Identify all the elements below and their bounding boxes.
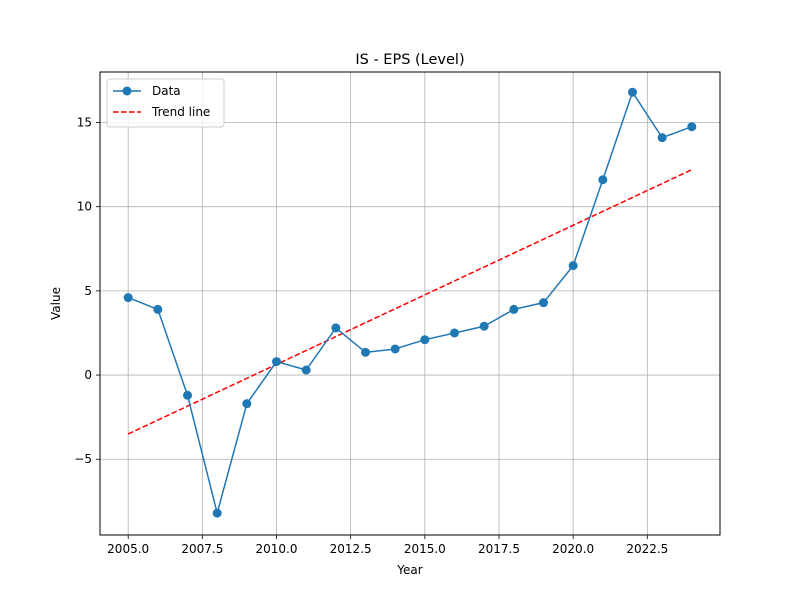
data-point [538,298,548,308]
y-tick-label: 15 [77,116,92,130]
data-point [450,328,459,338]
data-point [390,344,400,354]
data-point [272,357,282,367]
y-tick-label: 10 [77,200,92,214]
x-axis-label: Year [396,563,422,577]
x-tick-label: 2017.5 [478,542,520,556]
data-point [212,508,222,518]
legend-label-data: Data [152,84,181,98]
y-axis-label: Value [49,287,63,320]
y-tick-label: 5 [84,284,92,298]
plot-frame [99,71,721,536]
data-point [687,122,697,132]
x-tick-label: 2015.0 [404,542,446,556]
x-tick-label: 2020.0 [552,542,594,556]
x-tick-label: 2010.0 [256,542,298,556]
series-layer [123,87,697,518]
legend-label-trend: Trend line [151,105,210,119]
data-point [361,347,370,357]
data-point [242,399,252,409]
data-point [420,335,430,345]
data-point [153,304,163,314]
x-tick-label: 2005.0 [107,542,149,556]
x-tick-label: 2022.5 [626,542,668,556]
legend: Data Trend line [106,78,225,128]
data-point [479,321,489,331]
data-point [568,261,578,271]
ticks: 2005.0 2007.5 2010.0 2012.5 2015.0 2017.5 2020… [74,116,668,556]
data-point [331,323,341,333]
data-point [183,390,193,400]
data-point [301,365,311,375]
x-tick-label: 2007.5 [181,542,223,556]
data-point [123,293,133,303]
data-point [627,87,637,97]
chart-title: IS - EPS (Level) [355,52,464,68]
y-tick-label: −5 [74,452,92,466]
y-tick-label: 0 [84,368,92,382]
x-tick-label: 2012.5 [330,542,372,556]
data-point [598,175,608,185]
legend-data-marker [122,86,132,96]
data-point [657,133,667,143]
data-point [509,304,519,314]
data-line [127,91,693,514]
